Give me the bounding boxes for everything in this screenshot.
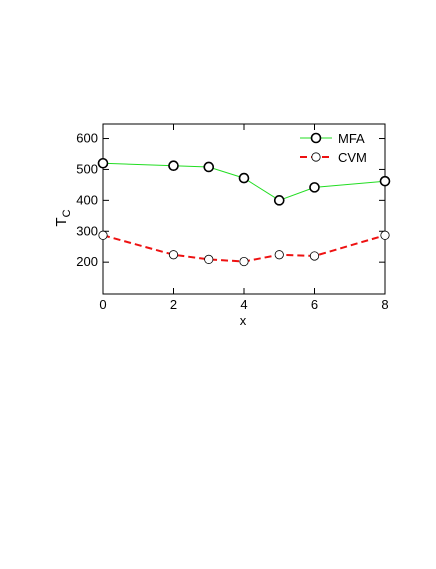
data-point [203,161,215,173]
data-point [380,230,390,240]
y-tick-label: 500 [76,161,98,176]
y-axis-label-sub: C [61,209,73,217]
y-axis-label: TC [53,209,73,226]
y-tick-label: 300 [76,223,98,238]
x-tick-label: 8 [381,297,388,312]
y-axis-label-main: T [53,217,70,226]
data-point [379,175,391,187]
legend-marker [310,132,322,144]
legend-marker [311,152,321,162]
x-tick-label: 2 [170,297,177,312]
x-tick-label: 4 [240,297,247,312]
data-point [98,230,108,240]
data-point [274,250,284,260]
x-tick-label: 6 [311,297,318,312]
data-point [97,157,109,169]
x-axis-label: x [240,313,247,328]
data-point [168,160,179,172]
data-point [168,250,179,260]
data-point [309,182,320,193]
data-point [238,172,250,184]
data-point [273,195,285,206]
legend-label: MFA [338,131,365,146]
y-tick-label: 400 [76,192,98,207]
x-tick-label: 0 [99,297,106,312]
data-point [204,254,214,264]
data-point [309,251,320,261]
data-point [239,256,249,267]
legend-label: CVM [338,150,367,165]
y-tick-label: 600 [76,131,98,146]
y-tick-label: 200 [76,254,98,269]
